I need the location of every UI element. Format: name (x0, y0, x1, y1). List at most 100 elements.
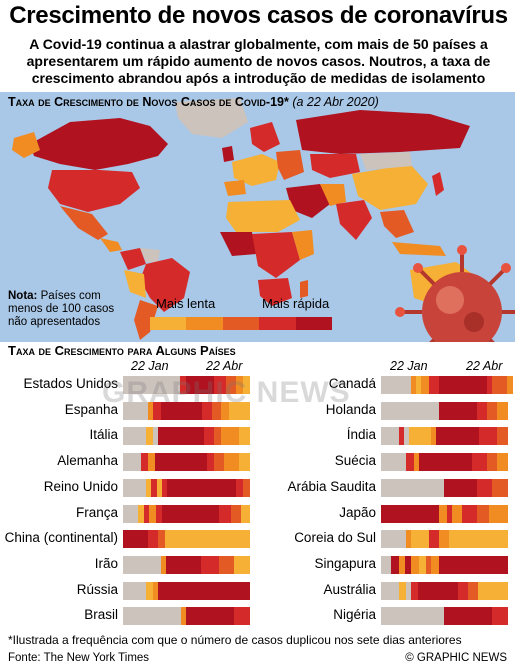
country-row: Japão (0, 504, 515, 523)
growth-segment (476, 401, 488, 420)
country-label: Rússia (76, 581, 118, 597)
growth-segment (226, 376, 237, 394)
growth-segment (403, 427, 410, 446)
growth-segment (471, 453, 488, 472)
growth-segment (398, 581, 407, 600)
growth-segment (406, 530, 412, 549)
growth-segment (186, 607, 235, 626)
growth-segment (150, 478, 158, 497)
growth-segment (123, 401, 149, 420)
growth-segment (157, 478, 163, 497)
growth-segment (436, 427, 480, 446)
map-region-southern-africa (258, 278, 292, 306)
map-region-west-africa (220, 232, 256, 256)
growth-segment (421, 376, 430, 394)
map-region-central-africa (252, 232, 300, 278)
map-region-alaska (12, 132, 40, 158)
growth-segment (444, 478, 478, 497)
source: Fonte: The New York Times (8, 652, 150, 664)
growth-segment (203, 427, 215, 446)
country-label: Irão (94, 555, 118, 571)
country-growth-strip (123, 401, 250, 420)
growth-segment (123, 427, 147, 446)
country-row: Austrália (0, 581, 515, 600)
map-date: (a 22 Abr 2020) (292, 95, 379, 109)
country-label: Japão (339, 504, 376, 520)
growth-segment (438, 376, 488, 394)
country-row: Irão (0, 555, 515, 574)
growth-segment (479, 427, 498, 446)
country-label: Suécia (334, 453, 376, 469)
growth-segment (398, 555, 406, 574)
virus-illustration (395, 245, 515, 342)
country-growth-strip (123, 376, 250, 394)
growth-segment (428, 376, 440, 394)
map-region-india (336, 200, 372, 240)
country-label: França (75, 504, 118, 520)
growth-segment (381, 401, 440, 420)
growth-segment (496, 427, 508, 446)
growth-segment (449, 530, 508, 549)
col-header-start: 22 Jan (131, 359, 169, 373)
country-growth-strip (381, 401, 508, 420)
legend-swatch (150, 317, 187, 330)
country-row: Holanda (0, 401, 515, 420)
country-row: Reino Unido (0, 478, 515, 497)
map-region-peru (124, 270, 146, 298)
growth-segment (164, 530, 250, 549)
growth-segment (406, 453, 415, 472)
growth-segment (158, 530, 166, 549)
growth-segment (221, 401, 230, 420)
country-growth-strip (123, 530, 250, 549)
growth-segment (404, 555, 412, 574)
growth-segment (457, 581, 469, 600)
map-region-madagascar (300, 280, 308, 298)
growth-segment (491, 478, 508, 497)
growth-segment (408, 427, 432, 446)
growth-segment (431, 555, 440, 574)
growth-segment (233, 607, 250, 626)
growth-segment (212, 401, 222, 420)
growth-segment (478, 581, 508, 600)
map-region-middle-east (286, 184, 330, 218)
growth-segment (242, 478, 250, 497)
growth-segment (238, 427, 250, 446)
growth-segment (207, 453, 215, 472)
growth-segment (438, 401, 478, 420)
country-growth-strip (123, 581, 250, 600)
legend-swatch (222, 317, 260, 330)
map-region-east-africa (292, 230, 314, 260)
map-region-brazil (140, 258, 190, 312)
growth-segment (148, 530, 159, 549)
country-growth-strip (123, 607, 250, 626)
country-label: Nigéria (333, 607, 376, 623)
growth-segment (411, 555, 420, 574)
growth-segment (242, 376, 250, 394)
country-label: Singapura (314, 555, 376, 571)
map-note-line: menos de 100 casos (8, 303, 115, 315)
growth-segment (241, 504, 250, 523)
legend-swatch (259, 317, 296, 330)
growth-segment (202, 401, 214, 420)
country-label: Coreia do Sul (294, 530, 376, 546)
growth-segment (426, 555, 432, 574)
country-label: Austrália (323, 581, 376, 597)
subtitle-line: A Covid-19 continua a alastrar globalmen… (29, 36, 488, 52)
country-growth-strip (381, 427, 508, 446)
growth-segment (213, 376, 227, 394)
country-row: Singapura (0, 555, 515, 574)
map-region-venezuela (140, 248, 160, 262)
growth-segment (486, 401, 498, 420)
growth-segment (236, 376, 244, 394)
map-region-scandinavia (250, 122, 280, 152)
world-map-panel: Taxa de Crescimento de Novos Casos de Co… (0, 92, 515, 342)
country-label: Espanha (64, 401, 118, 417)
country-row: Canadá (0, 376, 515, 394)
growth-segment (154, 453, 209, 472)
country-label: China (continental) (4, 530, 118, 546)
growth-segment (461, 504, 478, 523)
growth-segment (238, 453, 250, 472)
growth-segment (438, 504, 448, 523)
growth-segment (507, 376, 513, 394)
growth-segment (145, 427, 154, 446)
